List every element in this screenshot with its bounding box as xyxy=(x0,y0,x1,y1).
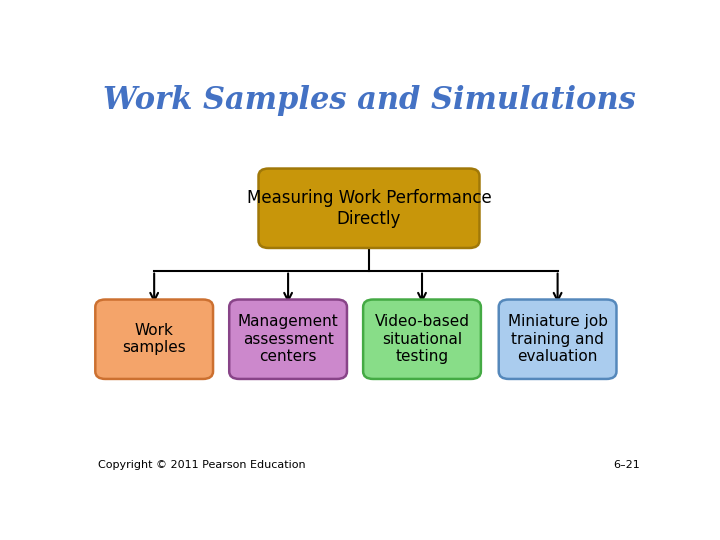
Text: Work Samples and Simulations: Work Samples and Simulations xyxy=(103,85,635,116)
FancyBboxPatch shape xyxy=(258,168,480,248)
Text: 6–21: 6–21 xyxy=(613,460,639,470)
Text: Video-based
situational
testing: Video-based situational testing xyxy=(374,314,469,364)
FancyBboxPatch shape xyxy=(499,300,616,379)
Text: Management
assessment
centers: Management assessment centers xyxy=(238,314,338,364)
Text: Work
samples: Work samples xyxy=(122,323,186,355)
Text: Copyright © 2011 Pearson Education: Copyright © 2011 Pearson Education xyxy=(99,460,306,470)
FancyBboxPatch shape xyxy=(363,300,481,379)
FancyBboxPatch shape xyxy=(95,300,213,379)
FancyBboxPatch shape xyxy=(229,300,347,379)
Text: Measuring Work Performance
Directly: Measuring Work Performance Directly xyxy=(247,189,491,228)
Text: Miniature job
training and
evaluation: Miniature job training and evaluation xyxy=(508,314,608,364)
